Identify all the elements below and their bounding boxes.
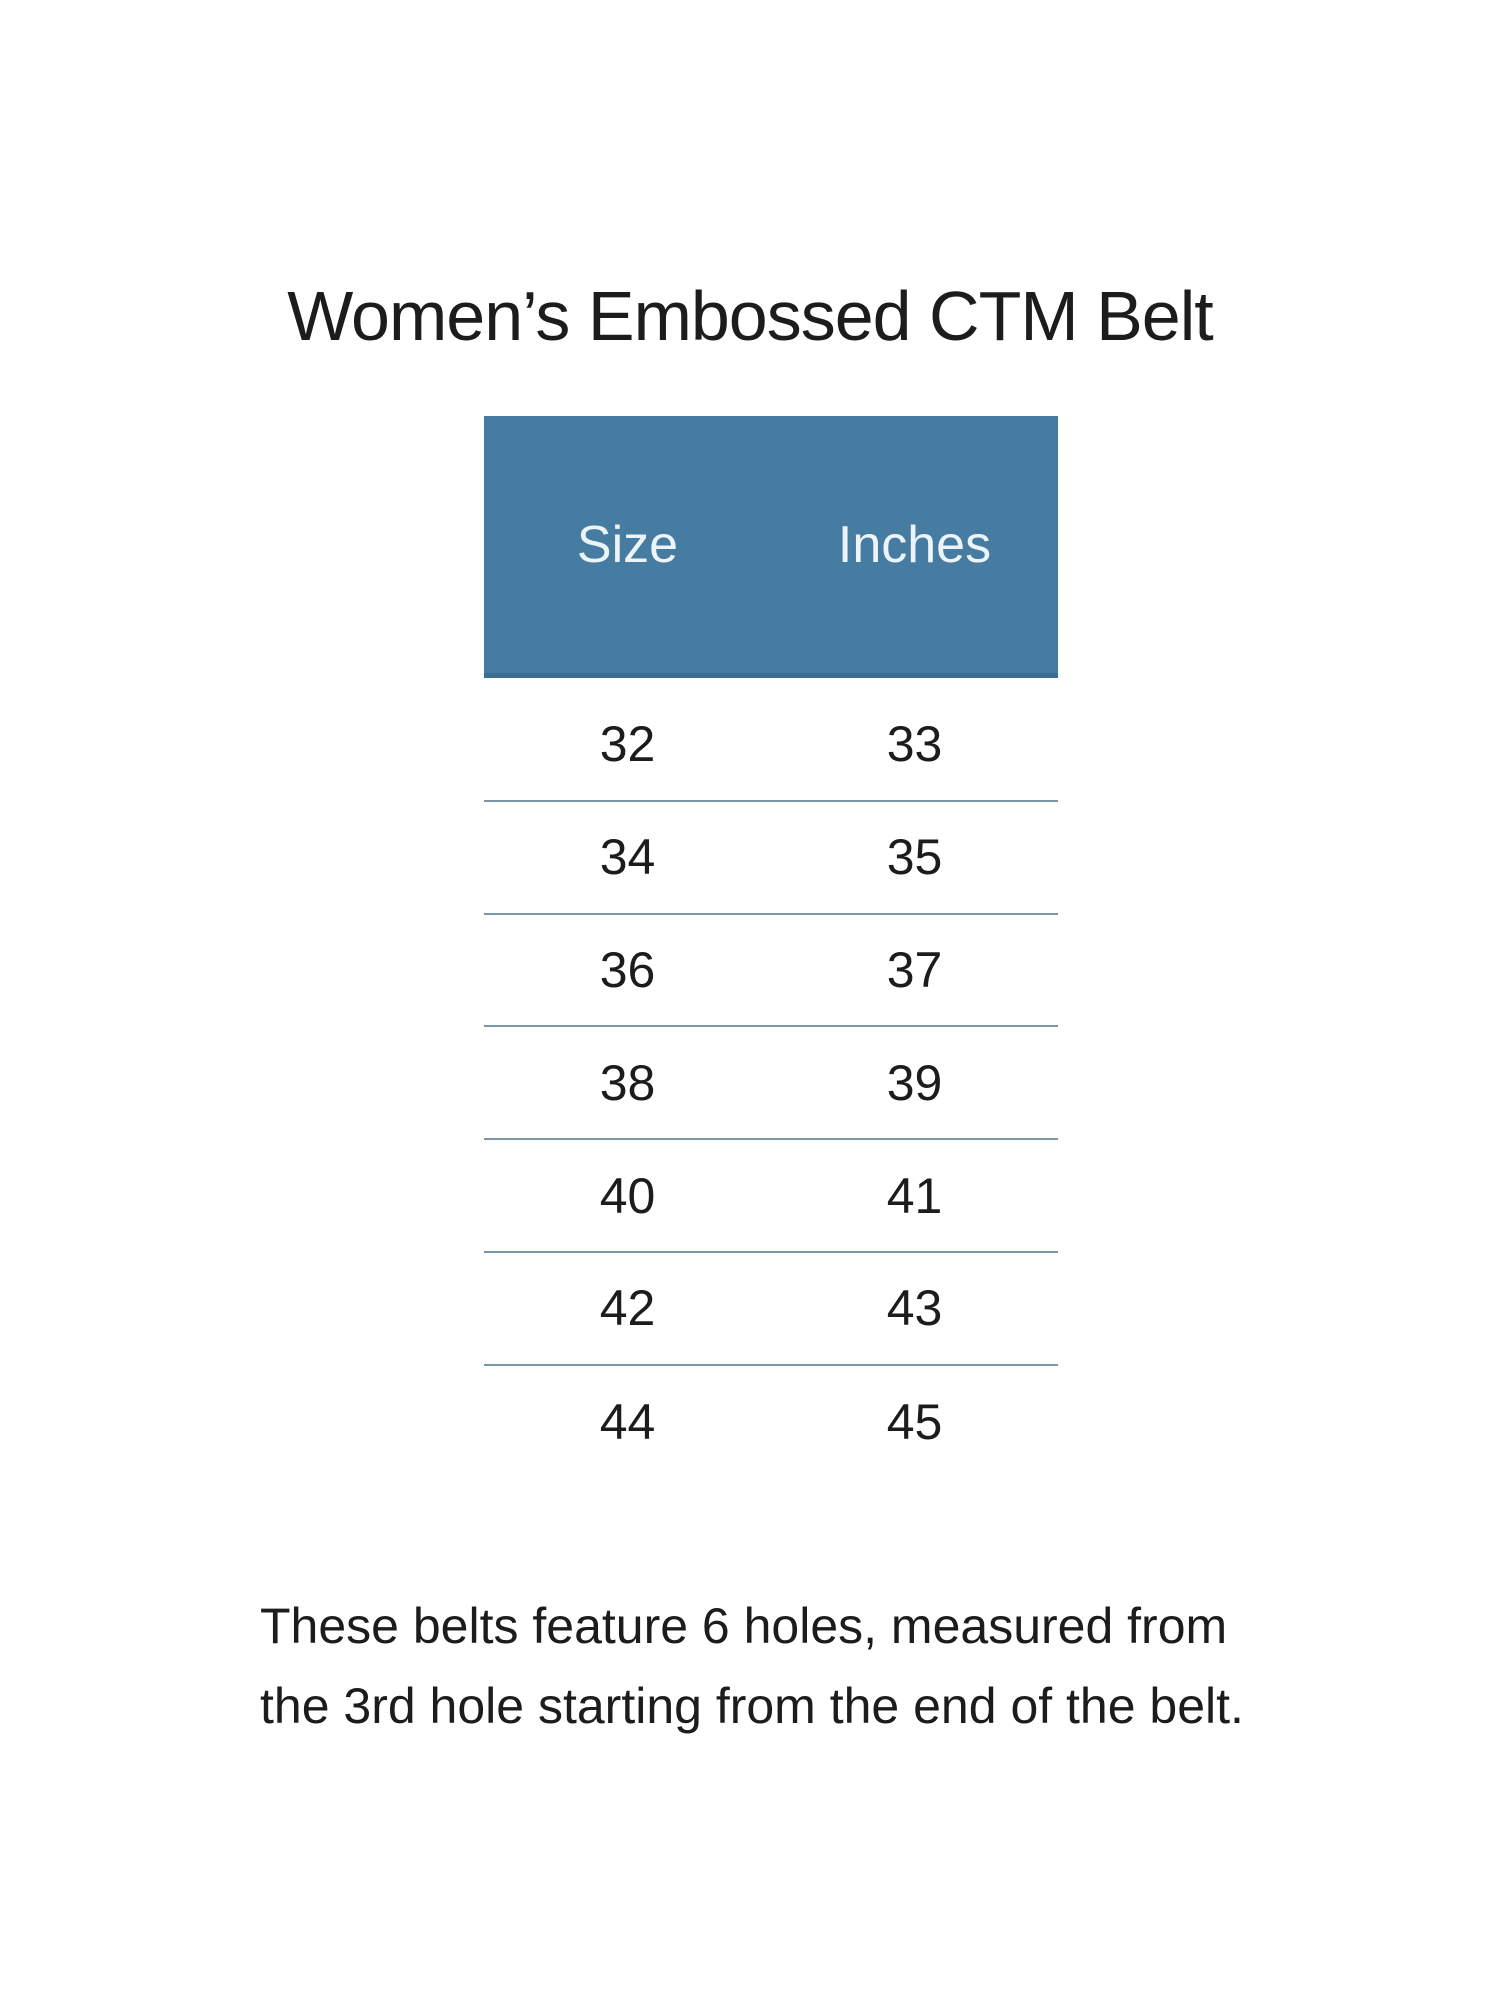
note-line-2: the 3rd hole starting from the end of th… bbox=[260, 1678, 1244, 1734]
inches-value: 45 bbox=[886, 1394, 943, 1451]
table-row: 36 37 bbox=[484, 915, 1058, 1028]
size-value: 42 bbox=[599, 1280, 656, 1337]
size-value: 32 bbox=[599, 716, 656, 773]
note-line-1: These belts feature 6 holes, measured fr… bbox=[260, 1598, 1228, 1654]
inches-value: 33 bbox=[886, 716, 943, 773]
inches-value: 37 bbox=[886, 941, 943, 998]
size-value: 36 bbox=[599, 941, 656, 998]
inches-value: 41 bbox=[886, 1167, 943, 1224]
table-row: 42 43 bbox=[484, 1253, 1058, 1366]
column-header-size: Size bbox=[576, 515, 679, 574]
table-row: 40 41 bbox=[484, 1140, 1058, 1253]
page-title: Women’s Embossed CTM Belt bbox=[287, 277, 1214, 355]
table-row: 32 33 bbox=[484, 689, 1058, 802]
size-value: 34 bbox=[599, 829, 656, 886]
size-chart-table: Size Inches 32 33 34 35 36 37 38 39 40 bbox=[484, 416, 1058, 1479]
inches-value: 39 bbox=[886, 1054, 943, 1111]
size-value: 44 bbox=[599, 1394, 656, 1451]
table-row: 34 35 bbox=[484, 802, 1058, 915]
table-row: 38 39 bbox=[484, 1027, 1058, 1141]
table-row: 44 45 bbox=[484, 1366, 1058, 1479]
note-paragraph: These belts feature 6 holes, measured fr… bbox=[260, 1586, 1244, 1746]
inches-value: 43 bbox=[886, 1280, 943, 1337]
inches-value: 35 bbox=[886, 829, 943, 886]
column-header-inches: Inches bbox=[837, 515, 992, 574]
size-value: 40 bbox=[599, 1167, 656, 1224]
size-value: 38 bbox=[599, 1054, 656, 1111]
table-body: 32 33 34 35 36 37 38 39 40 41 42 43 bbox=[484, 689, 1058, 1479]
table-header-row: Size Inches bbox=[484, 416, 1058, 678]
